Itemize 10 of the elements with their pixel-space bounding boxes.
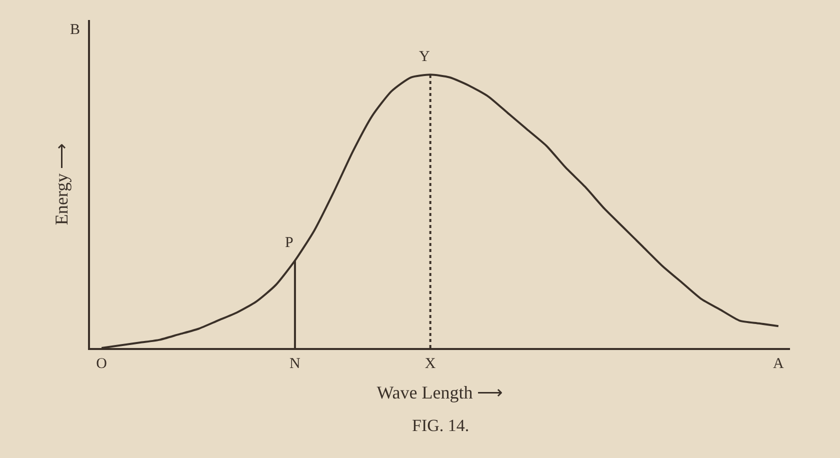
x-tick-label: X xyxy=(424,356,436,372)
x-tick-label: A xyxy=(772,356,784,372)
annotation: Y xyxy=(419,49,430,65)
x-tick-label: O xyxy=(96,356,108,372)
text: B xyxy=(70,22,80,38)
x-tick-label: N xyxy=(290,356,301,372)
annotation: P xyxy=(285,235,294,251)
y-axis-title: Energy ⟶ xyxy=(52,142,72,226)
x-axis-title: Wave Length ⟶ xyxy=(376,382,504,403)
caption: FIG. 14. xyxy=(412,416,470,435)
